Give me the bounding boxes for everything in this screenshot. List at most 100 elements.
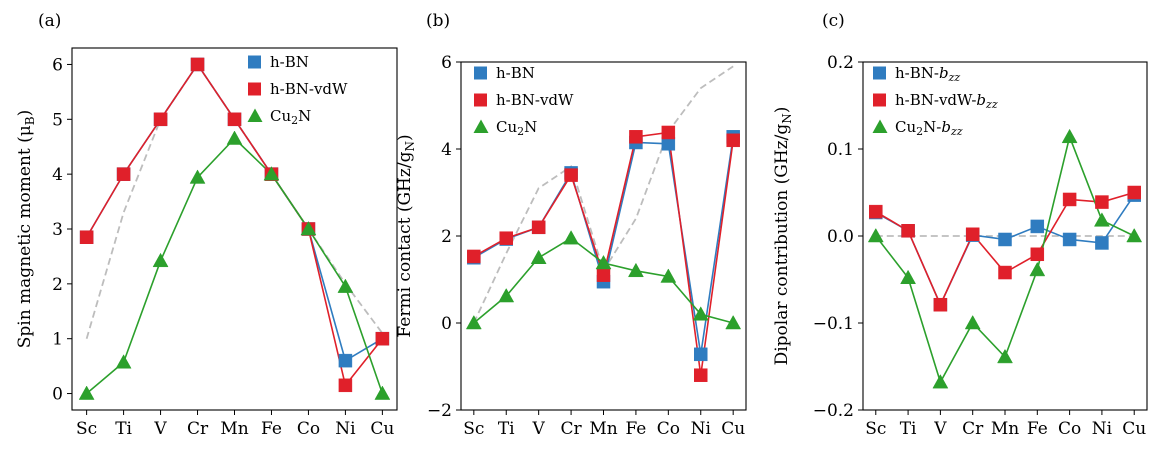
data-point-Cu2N-Fe [627,262,644,278]
data-point-h-BN-vdW-V [531,220,546,235]
data-point-h-BN-bzz-Co [1062,232,1077,247]
y-tick-label: 0.1 [827,140,854,160]
x-tick-label: Ti [498,419,515,439]
x-tick-label: Sc [76,419,97,439]
x-tick-label: V [532,419,546,439]
y-tick-label: 5 [52,110,63,130]
x-tick-label: Ni [1092,419,1113,439]
data-point-Cu2N-bzz-V [932,374,949,389]
y-tick-label: 3 [52,220,63,240]
data-point-Cu2N-bzz-Sc [867,227,884,243]
chart-panel-3: (c) Sc Ti V Cr Mn Fe Co Ni Cu −0.2 −0.1 0.0 0.1 0.2 Dip… [772,11,1148,439]
y-axis-label: Dipolar contribution (GHz/gN) [772,107,794,366]
data-point-Cu2N-Cr [189,169,206,184]
x-tick-label: Cu [370,419,394,439]
y-tick-label: 4 [52,165,63,185]
data-point-h-BN-vdW-Cr [564,168,578,182]
data-point-h-BN-vdW-bzz-Fe [1030,247,1045,262]
legend: h-BN h-BN-vdW Cu2N [247,53,348,127]
data-point-Cu2N-Ti [498,288,515,303]
data-point-h-BN-vdW-V [153,112,168,127]
legend-marker-h-BN-vdW [248,82,261,96]
data-point-h-BN-vdW-bzz-Cu [1127,185,1141,200]
data-point-h-BN-vdW-Sc [467,249,481,264]
chart-panel-1: (a) Sc Ti V Cr Mn Fe Co Ni Cu 0 1 2 3 4 5 6 Spin magnetic… [15,11,398,439]
x-tick-label: Fe [1027,419,1048,439]
data-point-h-BN-vdW-bzz-Cr [965,227,980,242]
x-tick-label: V [933,419,947,439]
data-point-h-BN-bzz-Mn [998,232,1012,247]
x-tick-label: Cr [561,419,583,439]
legend-marker-h-BN-vdW [474,93,487,107]
x-tick-label: Cu [721,419,745,439]
x-tick-label: Sc [463,419,484,439]
data-point-h-BN-vdW-Co [661,125,676,140]
y-tick-label: 4 [441,140,452,160]
data-point-Cu2N-Cu [725,314,742,330]
data-point-Cu2N-Cr [563,230,580,245]
y-tick-label: 6 [52,55,63,75]
legend: h-BN-bzz h-BN-vdW-bzz Cu2N-bzz [872,64,998,138]
panel-label: (c) [822,11,845,31]
legend-marker-Cu2N [247,108,263,122]
x-tick-label: Ti [900,419,917,439]
x-tick-label: Co [1058,419,1081,439]
data-point-h-BN-vdW-Ti [116,167,131,181]
x-tick-label: Ni [335,419,356,439]
legend-marker-h-BN-bzz [873,66,886,80]
x-tick-label: V [153,419,167,439]
legend-marker-Cu2N [473,119,489,133]
data-point-Cu2N-bzz-Ti [900,269,917,285]
data-point-Cu2N-bzz-Co [1061,128,1078,144]
x-tick-label: Fe [261,419,282,439]
legend-label-h-BN-vdW: h-BN-vdW [270,80,348,98]
legend-marker-h-BN [474,66,487,80]
x-tick-label: Cr [962,419,984,439]
y-axis-label: Fermi contact (GHz/gN) [395,134,417,337]
data-point-Cu2N-Co [660,268,677,283]
y-tick-label: 1 [52,330,63,350]
data-point-h-BN-vdW-bzz-Ti [901,224,915,238]
y-tick-label: −0.2 [813,401,854,421]
data-point-Cu2N-Mn [226,130,243,145]
reference-line [85,62,384,339]
legend: h-BN h-BN-vdW Cu2N [473,64,574,138]
x-tick-label: Co [297,419,320,439]
data-point-h-BN-vdW-bzz-Ni [1095,195,1109,209]
data-point-Cu2N-Ni [337,278,354,293]
x-tick-label: Sc [865,419,886,439]
series-line-h-BN-bzz [875,194,1135,307]
y-tick-label: 0.0 [827,227,854,247]
legend-marker-h-BN [248,55,261,69]
data-point-Cu2N-V [530,249,547,264]
legend-label-h-BN: h-BN [496,64,535,82]
x-tick-label: Mn [220,419,248,439]
y-tick-label: 6 [441,53,452,73]
x-tick-label: Ni [691,419,712,439]
data-point-Cu2N-bzz-Ni [1093,212,1110,227]
y-tick-label: 0 [441,314,452,334]
x-tick-label: Co [657,419,680,439]
legend-label-h-BN-vdW-bzz: h-BN-vdW-bzz [895,91,998,111]
x-tick-label: Cu [1122,419,1146,439]
data-point-h-BN-vdW-Ni [338,378,353,393]
legend-label-h-BN-bzz: h-BN-bzz [895,64,960,84]
data-point-h-BN-vdW-Cu [375,331,390,346]
legend-label-Cu2N: Cu2N [270,107,311,127]
y-tick-label: 0 [52,385,63,405]
x-tick-label: Mn [589,419,617,439]
data-point-h-BN-bzz-Ni [1095,236,1109,250]
data-point-h-BN-vdW-Fe [629,130,643,144]
x-tick-label: Ti [115,419,132,439]
data-point-Cu2N-bzz-Fe [1029,261,1046,277]
data-point-Cu2N-Co [300,220,317,236]
y-tick-label: −2 [427,401,452,421]
x-tick-label: Mn [991,419,1019,439]
data-point-h-BN-Ni [338,353,353,368]
y-tick-label: 2 [52,275,63,295]
legend-marker-Cu2N-bzz [872,119,888,133]
data-point-h-BN-bzz-Fe [1030,219,1045,234]
data-point-h-BN-vdW-Ti [499,231,513,245]
x-tick-label: Cr [187,419,209,439]
legend-label-h-BN-vdW: h-BN-vdW [496,91,574,109]
